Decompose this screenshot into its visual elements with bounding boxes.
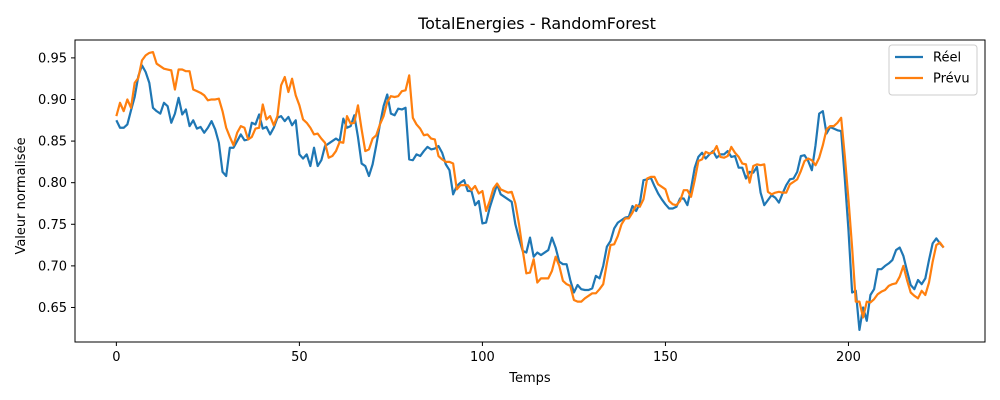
y-axis: 0.65 0.70 0.75 0.80 0.85 0.90 0.95 (38, 51, 75, 316)
y-tick-label: 0.95 (38, 51, 67, 66)
series-layer (115, 50, 945, 332)
y-tick-label: 0.70 (38, 259, 67, 274)
y-tick-label: 0.80 (38, 176, 67, 191)
axes-frame (74, 39, 986, 343)
legend-label-reel: Réel (933, 51, 961, 66)
y-tick-label: 0.65 (38, 301, 67, 316)
x-axis: 0 50 100 150 200 (112, 342, 861, 365)
y-tick-label: 0.90 (38, 93, 67, 108)
x-axis-label: Temps (508, 371, 551, 386)
x-tick-label: 200 (836, 350, 861, 365)
series-line-prevu (115, 50, 945, 319)
y-axis-label: Valeur normalisée (14, 137, 29, 254)
y-tick-label: 0.75 (38, 218, 67, 233)
x-tick-label: 100 (470, 350, 495, 365)
x-tick-label: 0 (112, 350, 120, 365)
legend-label-prevu: Prévu (933, 72, 970, 87)
legend: Réel Prévu (888, 44, 978, 96)
plot-area: 0 50 100 150 200 0.65 0.70 0.75 0.80 0.85 0.90 0.9… (38, 39, 986, 365)
x-tick-label: 50 (291, 350, 308, 365)
chart-title: TotalEnergies - RandomForest (417, 14, 656, 33)
series-line-reel (115, 64, 945, 332)
y-tick-label: 0.85 (38, 135, 67, 150)
x-tick-label: 150 (653, 350, 678, 365)
